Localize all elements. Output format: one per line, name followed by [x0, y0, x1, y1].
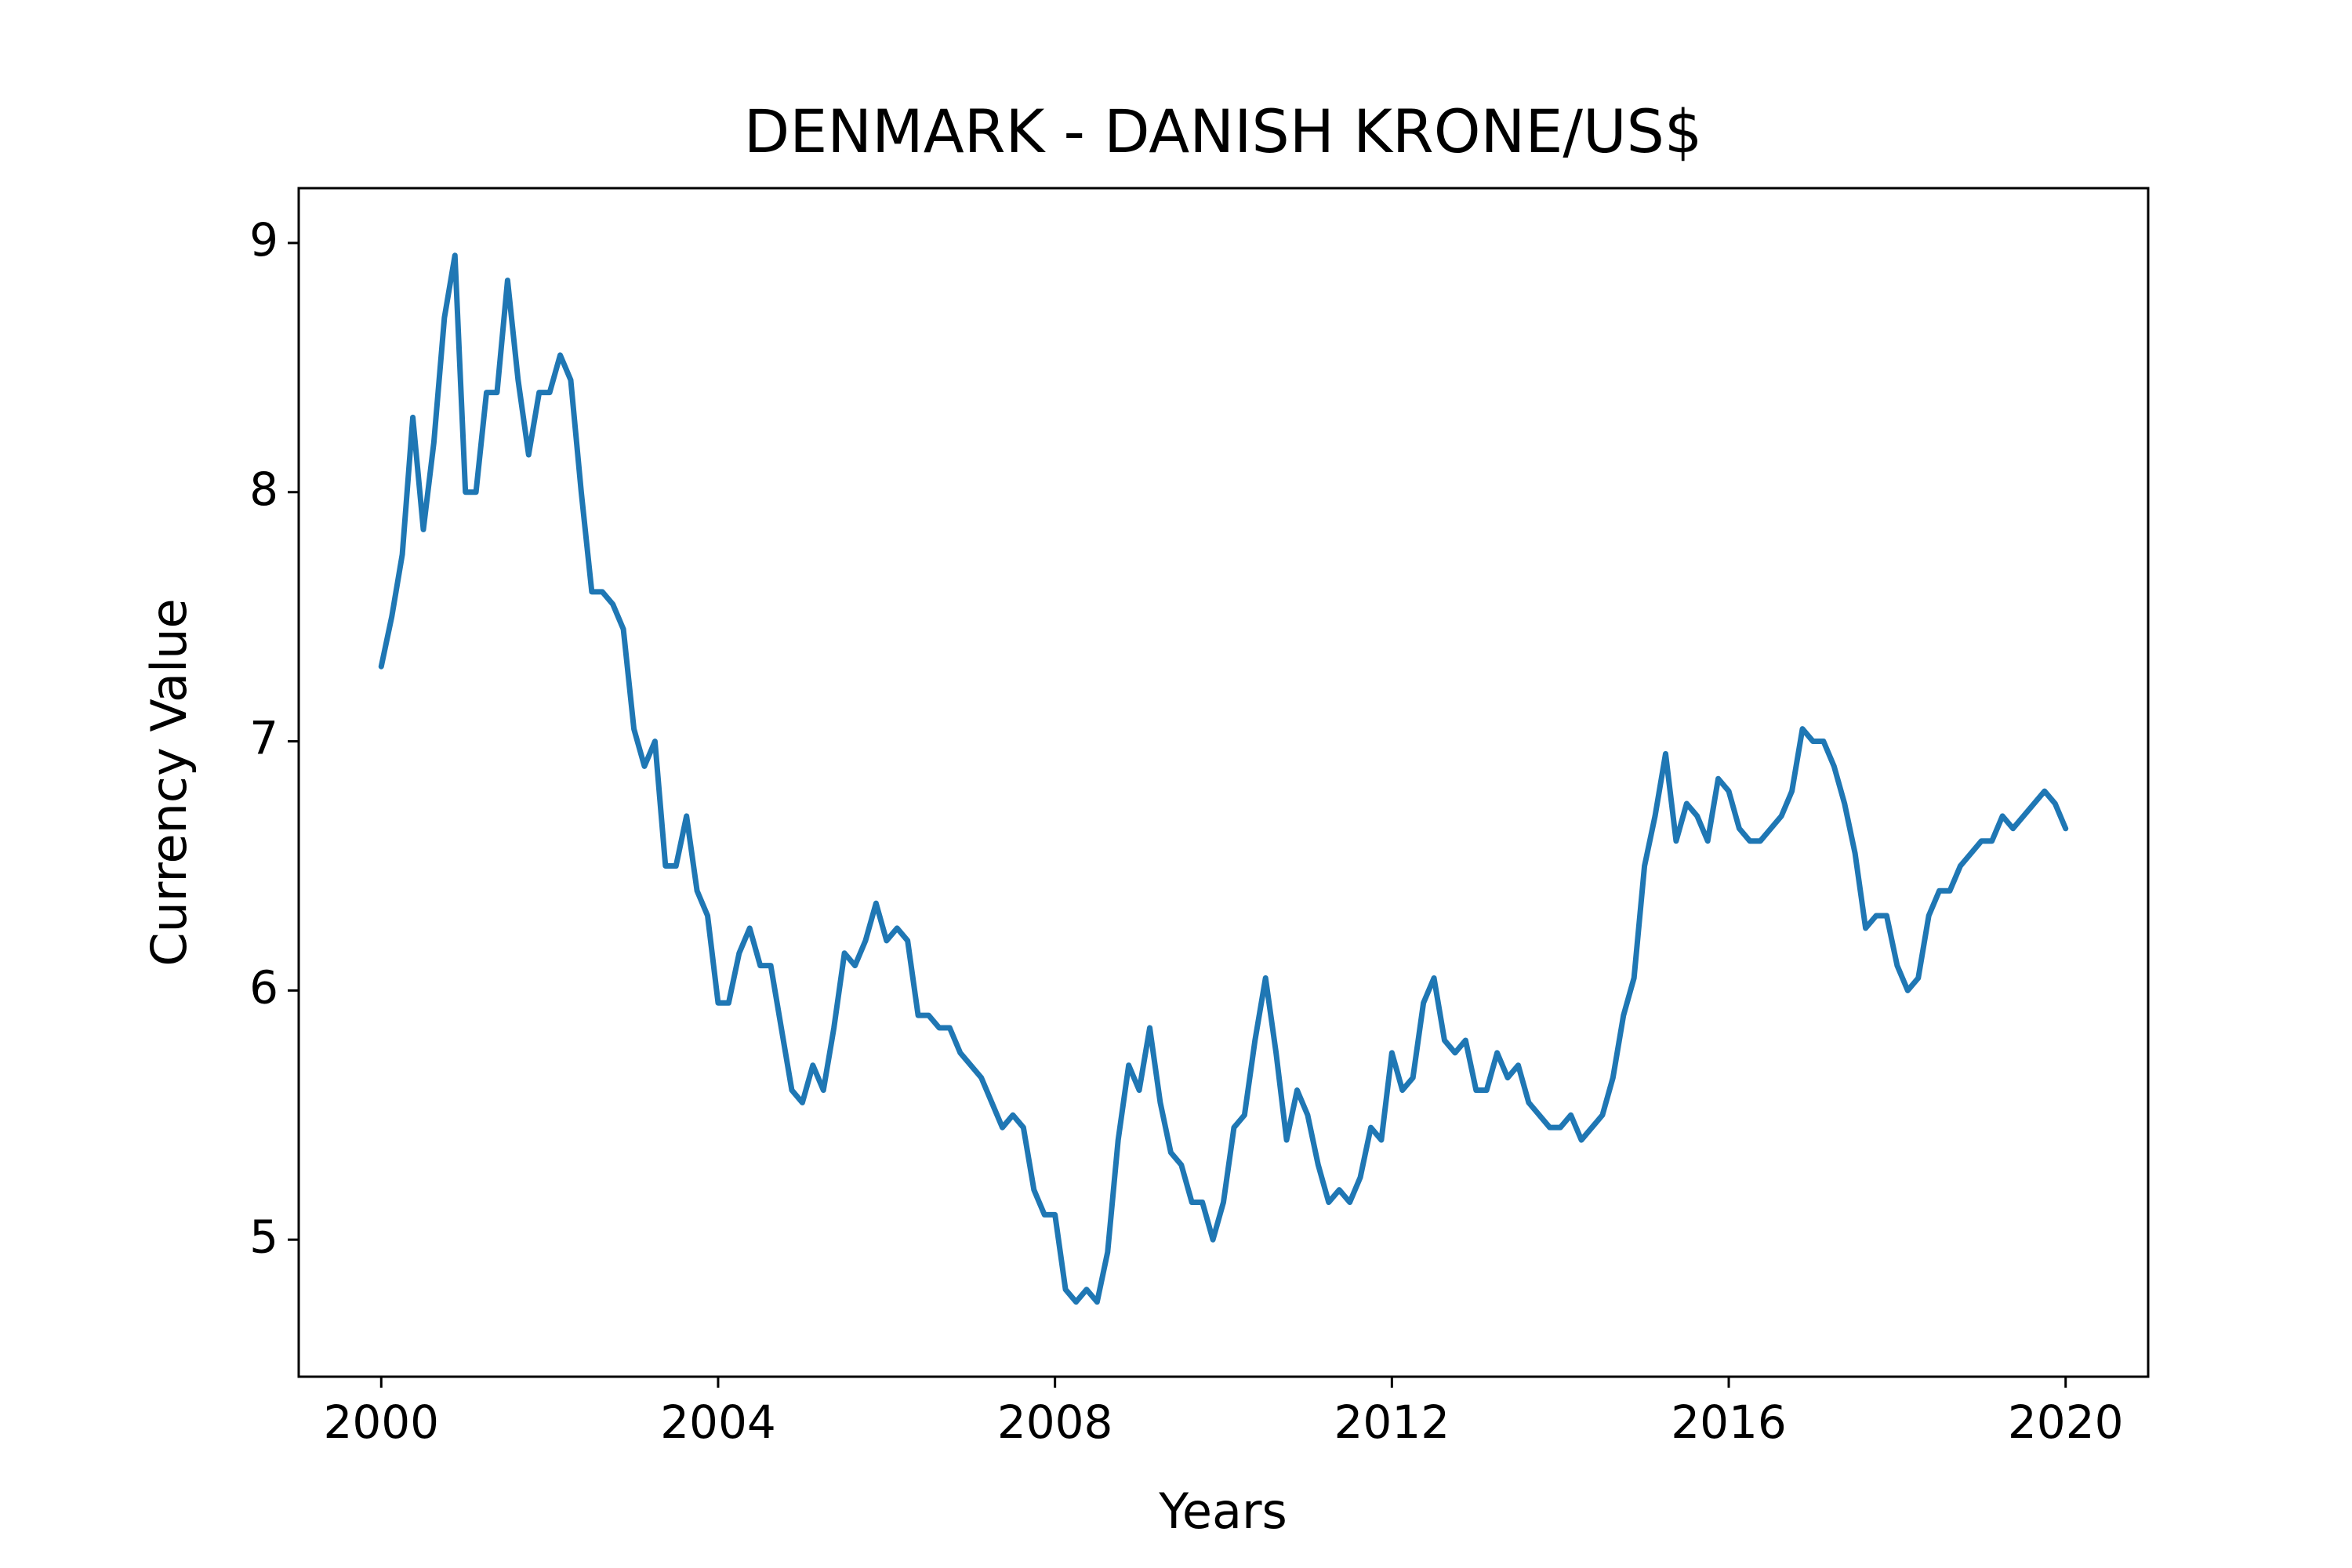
x-tick-label: 2020: [2008, 1396, 2124, 1449]
y-tick-label: 8: [249, 463, 278, 516]
y-axis-label: Currency Value: [140, 598, 198, 966]
data-line: [378, 252, 2069, 1305]
x-tick-label: 2016: [1671, 1396, 1787, 1449]
plot-frame: [297, 187, 2150, 1378]
y-tick-label: 9: [249, 213, 278, 267]
x-axis-label: Years: [1158, 1483, 1287, 1540]
y-tick-label: 5: [249, 1210, 278, 1263]
y-tick-label: 6: [249, 960, 278, 1014]
x-tick-label: 2004: [660, 1396, 776, 1449]
x-tick-label: 2012: [1334, 1396, 1450, 1449]
chart-title: DENMARK - DANISH KRONE/US$: [744, 96, 1703, 166]
y-tick-label: 7: [249, 712, 278, 765]
x-tick-label: 2008: [997, 1396, 1113, 1449]
x-tick-label: 2000: [323, 1396, 439, 1449]
